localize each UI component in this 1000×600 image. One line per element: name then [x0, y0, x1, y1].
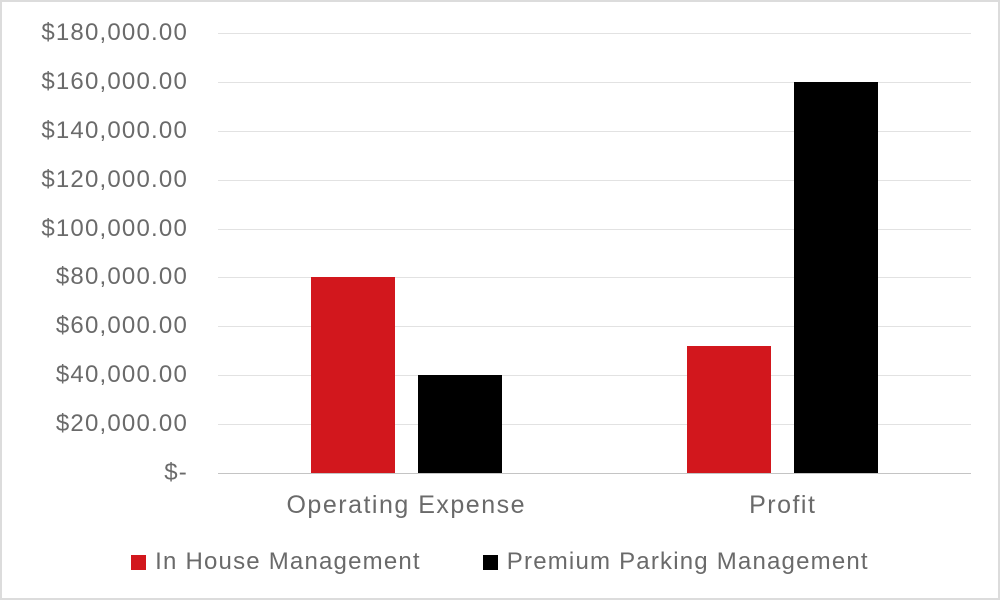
y-tick-label: $80,000.00 [55, 263, 188, 290]
gridline [218, 424, 971, 425]
gridline [218, 131, 971, 132]
y-tick-label: $140,000.00 [41, 117, 188, 144]
bar-groups [218, 33, 971, 473]
bar [417, 375, 502, 473]
x-axis-line [218, 473, 971, 474]
y-tick-label: $20,000.00 [55, 410, 188, 437]
y-tick-label: $180,000.00 [41, 19, 188, 46]
gridline [218, 375, 971, 376]
legend-item: In House Management [131, 548, 421, 576]
gridline [218, 326, 971, 327]
category-group [595, 33, 972, 473]
legend-swatch [482, 554, 498, 570]
y-tick-label: $40,000.00 [55, 361, 188, 388]
legend-label: Premium Parking Management [506, 548, 869, 575]
x-axis: Operating Expense Profit [218, 491, 971, 520]
category-label: Operating Expense [286, 491, 527, 519]
bar [687, 345, 772, 473]
category-label: Profit [749, 491, 817, 519]
gridline [218, 33, 971, 34]
plot-area [218, 33, 971, 474]
legend-label: In House Management [155, 548, 421, 575]
y-tick-label: $60,000.00 [55, 312, 188, 339]
category-group [218, 33, 595, 473]
gridline [218, 180, 971, 181]
y-tick-label: $160,000.00 [41, 68, 188, 95]
legend: In House Management Premium Parking Manag… [2, 548, 998, 576]
y-tick-label: $- [164, 459, 188, 486]
gridline [218, 277, 971, 278]
bar [794, 81, 879, 473]
y-tick-label: $120,000.00 [41, 166, 188, 193]
legend-swatch [131, 554, 147, 570]
bar [310, 277, 395, 473]
gridline [218, 229, 971, 230]
gridline [218, 82, 971, 83]
legend-item: Premium Parking Management [482, 548, 869, 576]
y-tick-label: $100,000.00 [41, 215, 188, 242]
